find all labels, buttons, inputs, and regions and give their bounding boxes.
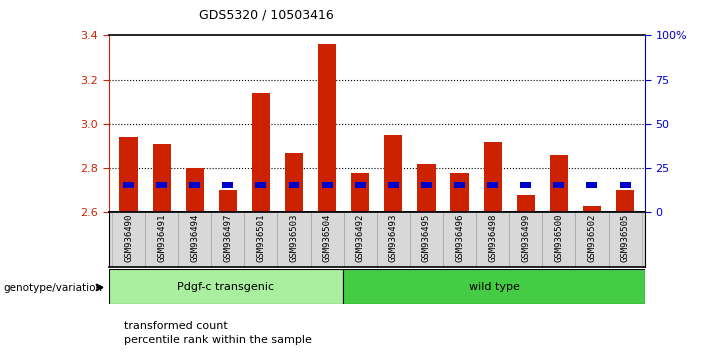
Text: GSM936492: GSM936492 [355, 214, 365, 262]
Bar [343, 212, 377, 267]
Text: GSM936490: GSM936490 [124, 214, 133, 262]
Bar [388, 182, 399, 188]
Bar [222, 182, 233, 188]
Text: Pdgf-c transgenic: Pdgf-c transgenic [177, 282, 275, 292]
Bar [476, 212, 509, 267]
Bar [219, 190, 237, 212]
Bar [616, 190, 634, 212]
Bar [384, 135, 402, 212]
Bar [355, 182, 366, 188]
Text: GSM936501: GSM936501 [257, 214, 266, 262]
Bar [608, 212, 641, 267]
Bar [252, 93, 270, 212]
Bar [451, 173, 469, 212]
Text: GSM936498: GSM936498 [488, 214, 497, 262]
Text: GSM936499: GSM936499 [522, 214, 530, 262]
Text: GSM936503: GSM936503 [290, 214, 299, 262]
Bar [576, 212, 608, 267]
Bar [587, 182, 597, 188]
Bar [278, 212, 311, 267]
Bar [583, 206, 601, 212]
Bar [517, 195, 535, 212]
Text: GSM936502: GSM936502 [587, 214, 597, 262]
Bar [454, 182, 465, 188]
Bar [620, 182, 630, 188]
Bar [343, 269, 645, 304]
Bar [553, 182, 564, 188]
Bar [318, 44, 336, 212]
Bar [245, 212, 278, 267]
Bar [211, 212, 245, 267]
Bar [153, 144, 171, 212]
Text: percentile rank within the sample: percentile rank within the sample [124, 335, 312, 345]
Bar [178, 212, 211, 267]
Text: GSM936496: GSM936496 [455, 214, 464, 262]
Text: GSM936505: GSM936505 [620, 214, 629, 262]
Bar [443, 212, 476, 267]
Bar [311, 212, 343, 267]
Bar [109, 269, 343, 304]
Bar [417, 164, 435, 212]
Bar [421, 182, 432, 188]
Text: GSM936494: GSM936494 [190, 214, 199, 262]
Bar [123, 182, 134, 188]
Bar [487, 182, 498, 188]
Text: GSM936500: GSM936500 [554, 214, 564, 262]
Bar [156, 182, 167, 188]
Bar [189, 182, 200, 188]
Bar [509, 212, 543, 267]
Bar [520, 182, 531, 188]
Bar [186, 168, 204, 212]
Bar [112, 212, 145, 267]
Bar [377, 212, 410, 267]
Bar [543, 212, 576, 267]
Bar [145, 212, 178, 267]
Bar [410, 212, 443, 267]
Bar [550, 155, 568, 212]
Text: transformed count: transformed count [124, 321, 228, 331]
Text: GSM936495: GSM936495 [422, 214, 431, 262]
Bar [289, 182, 299, 188]
Text: genotype/variation: genotype/variation [4, 283, 102, 293]
Bar [484, 142, 502, 212]
Text: GSM936497: GSM936497 [224, 214, 232, 262]
Text: GDS5320 / 10503416: GDS5320 / 10503416 [199, 9, 334, 22]
Bar [255, 182, 266, 188]
Text: wild type: wild type [469, 282, 519, 292]
Text: GSM936504: GSM936504 [322, 214, 332, 262]
Bar [322, 182, 332, 188]
Bar [285, 153, 303, 212]
Text: GSM936491: GSM936491 [157, 214, 166, 262]
Bar [119, 137, 137, 212]
Bar [351, 173, 369, 212]
Text: GSM936493: GSM936493 [389, 214, 398, 262]
